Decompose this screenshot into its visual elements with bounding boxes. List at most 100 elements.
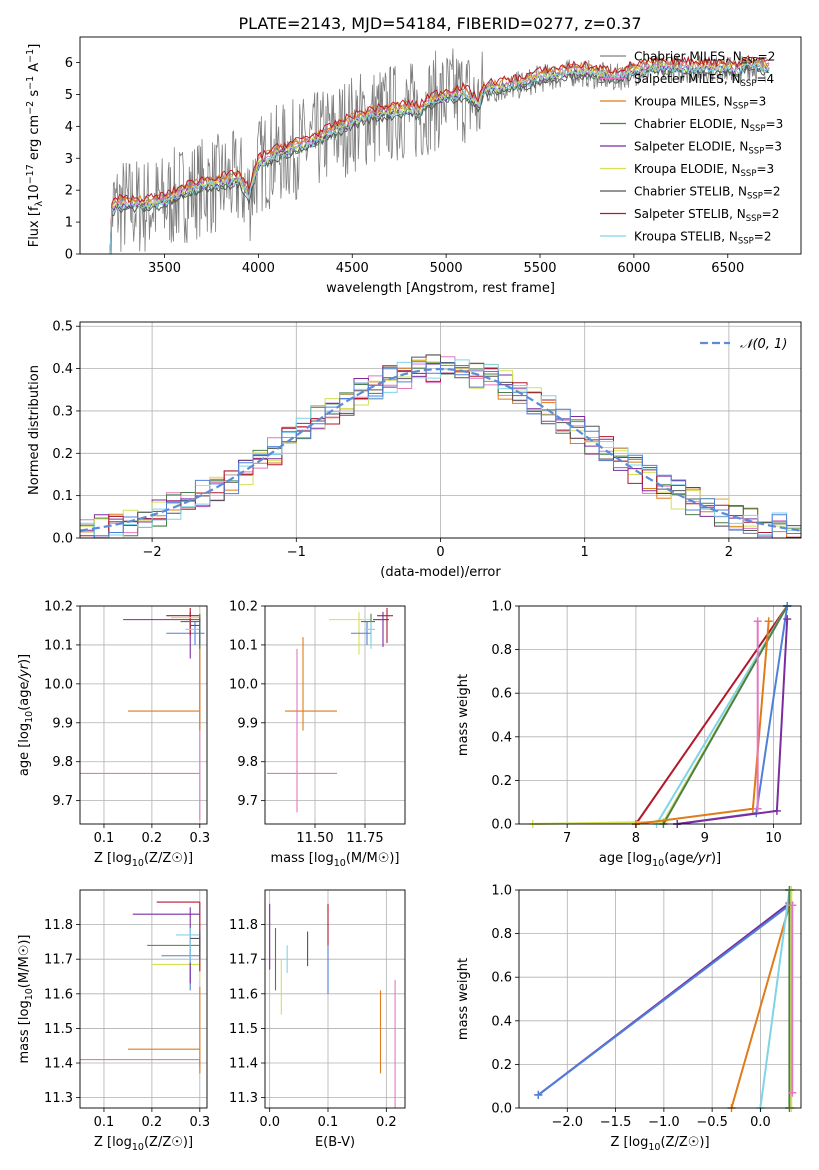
x-tick-label: 11.50 (296, 831, 333, 846)
y-tick-label: 11.6 (44, 987, 73, 1002)
y-axis-label: mass weight (456, 958, 471, 1040)
massweight-marker (772, 806, 781, 815)
label-part: Z [ (610, 1135, 628, 1150)
y-tick-label: 11.4 (229, 1057, 258, 1072)
massweight-line-kroupa-miles (730, 905, 791, 1109)
y-tick-label: 11.8 (44, 918, 73, 933)
label-part: mass weight (456, 958, 471, 1040)
y-tick-label: 6 (65, 56, 73, 71)
model-spectrum-salpeter-elodie (108, 63, 770, 255)
y-tick-label: 9.9 (237, 716, 258, 731)
label-part: (M/M☉)] (17, 935, 32, 989)
y-tick-label: 4 (65, 120, 73, 135)
x-tick-label: 1 (581, 545, 589, 560)
plot-frame (518, 889, 802, 1109)
label-part: (data-model)/error (380, 565, 501, 580)
y-tick-label: 1 (65, 216, 73, 231)
legend-entry: Chabrier ELODIE, NSSP=3 (634, 117, 783, 134)
label-part: log (629, 1135, 649, 1150)
y-tick-label: 2 (65, 184, 73, 199)
x-axis-label: (data-model)/error (380, 565, 501, 580)
label-part: mass [ (271, 851, 314, 866)
y-tick-label: 11.3 (44, 1091, 73, 1106)
label-part: −1 (25, 76, 36, 90)
legend-entry: Chabrier MILES, NSSP=2 (634, 50, 775, 67)
label-part: wavelength [Angstrom, rest frame] (326, 281, 555, 296)
legend-subscript: SSP (741, 169, 757, 179)
y-tick-label: 10.2 (44, 600, 73, 615)
label-part: log (632, 851, 652, 866)
y-axis-label: age [log10(age/yr)] (17, 654, 35, 776)
y-tick-label: 5 (65, 88, 73, 103)
label-part: erg cm (27, 115, 42, 164)
y-tick-label: 0.0 (491, 818, 512, 833)
spectrum-panel: 3500 4000 4500 5000 5500 6000 6500 0 1 2 3 4 5 6 wavel… (25, 36, 802, 296)
legend-count: =4 (756, 72, 774, 86)
legend-subscript: SSP (738, 237, 754, 247)
label-part: 10 (24, 988, 35, 1000)
y-tick-label: 11.4 (44, 1057, 73, 1072)
y-tick-label: 0.1 (52, 489, 73, 504)
plot-frame (79, 605, 208, 825)
y-tick-label: 1.0 (491, 884, 512, 899)
x-tick-label: 0.2 (142, 1115, 163, 1130)
massweight-line-salpeter-stelib (635, 605, 789, 825)
legend-subscript: SSP (741, 79, 757, 89)
massweight-marker (788, 901, 797, 910)
x-axis-label: Z [log10(Z/Z☉)] (94, 851, 193, 869)
x-tick-label: 3500 (148, 261, 181, 276)
label-part: λ (34, 200, 45, 206)
y-tick-label: 0.8 (491, 643, 512, 658)
x-tick-label: 0 (436, 545, 444, 560)
y-tick-label: 11.8 (229, 918, 258, 933)
label-part: )] (17, 654, 32, 664)
label-part: Z [ (94, 1135, 112, 1150)
model-spectrum-chabrier-stelib (108, 63, 770, 255)
x-tick-label: 0.0 (750, 1115, 771, 1130)
massweight-line-chabrier-elodie (662, 605, 789, 825)
y-axis-label: Flux [fλ10−17 erg cm−2 s−1 A−1] (25, 44, 45, 248)
legend-entry: Kroupa ELODIE, NSSP=3 (634, 162, 774, 179)
y-tick-label: 9.9 (52, 716, 73, 731)
x-tick-label: −1 (287, 545, 306, 560)
x-tick-label: 4000 (242, 261, 275, 276)
legend-count: =3 (756, 162, 774, 176)
x-axis-label: Z [log10(Z/Z☉)] (610, 1135, 709, 1153)
x-axis-label: mass [log10(M/M☉)] (271, 851, 400, 869)
legend-count: =3 (766, 117, 784, 131)
x-tick-label: −2 (143, 545, 162, 560)
label-part: mass weight (456, 674, 471, 756)
legend-count: =3 (749, 95, 767, 109)
label-part: A (27, 63, 42, 76)
y-tick-label: 0.2 (491, 1058, 512, 1073)
residual-histogram-panel: −2 −1 0 1 2 0.0 0.1 0.2 0.3 0.4 0.5 (data-model)/er… (27, 320, 802, 580)
x-axis-label: Z [log10(Z/Z☉)] (94, 1135, 193, 1153)
x-tick-label: 5000 (430, 261, 463, 276)
massweight-line-kroupa-elodie (532, 605, 789, 825)
figure-title: PLATE=2143, MJD=54184, FIBERID=0277, z=0… (238, 14, 641, 33)
legend-count: =3 (764, 140, 782, 154)
x-tick-label: −1.5 (600, 1115, 632, 1130)
x-tick-label: 0.3 (189, 1115, 210, 1130)
x-axis-label: E(B-V) (315, 1135, 355, 1150)
observed-spectrum (108, 48, 766, 255)
y-tick-label: 0.5 (52, 320, 73, 335)
label-part: mass [ (17, 1020, 32, 1063)
massweight-marker (788, 1088, 797, 1097)
label-part: log (112, 851, 132, 866)
y-tick-label: 0.4 (491, 730, 512, 745)
massweight-marker (753, 804, 762, 813)
y-tick-label: 0.6 (491, 687, 512, 702)
massweight-line-blue (537, 904, 791, 1096)
legend-entry: Salpeter ELODIE, NSSP=3 (634, 140, 782, 157)
plot-frame (79, 36, 802, 255)
legend-count: =2 (763, 185, 781, 199)
y-tick-label: 0 (65, 248, 73, 263)
label-part: 10 (27, 184, 42, 201)
legend-count: =2 (758, 50, 776, 64)
legend-entry: 𝒩(0, 1) (740, 337, 787, 352)
x-tick-label: −0.5 (696, 1115, 728, 1130)
y-tick-label: 11.7 (229, 953, 258, 968)
label-part: −17 (25, 164, 36, 184)
